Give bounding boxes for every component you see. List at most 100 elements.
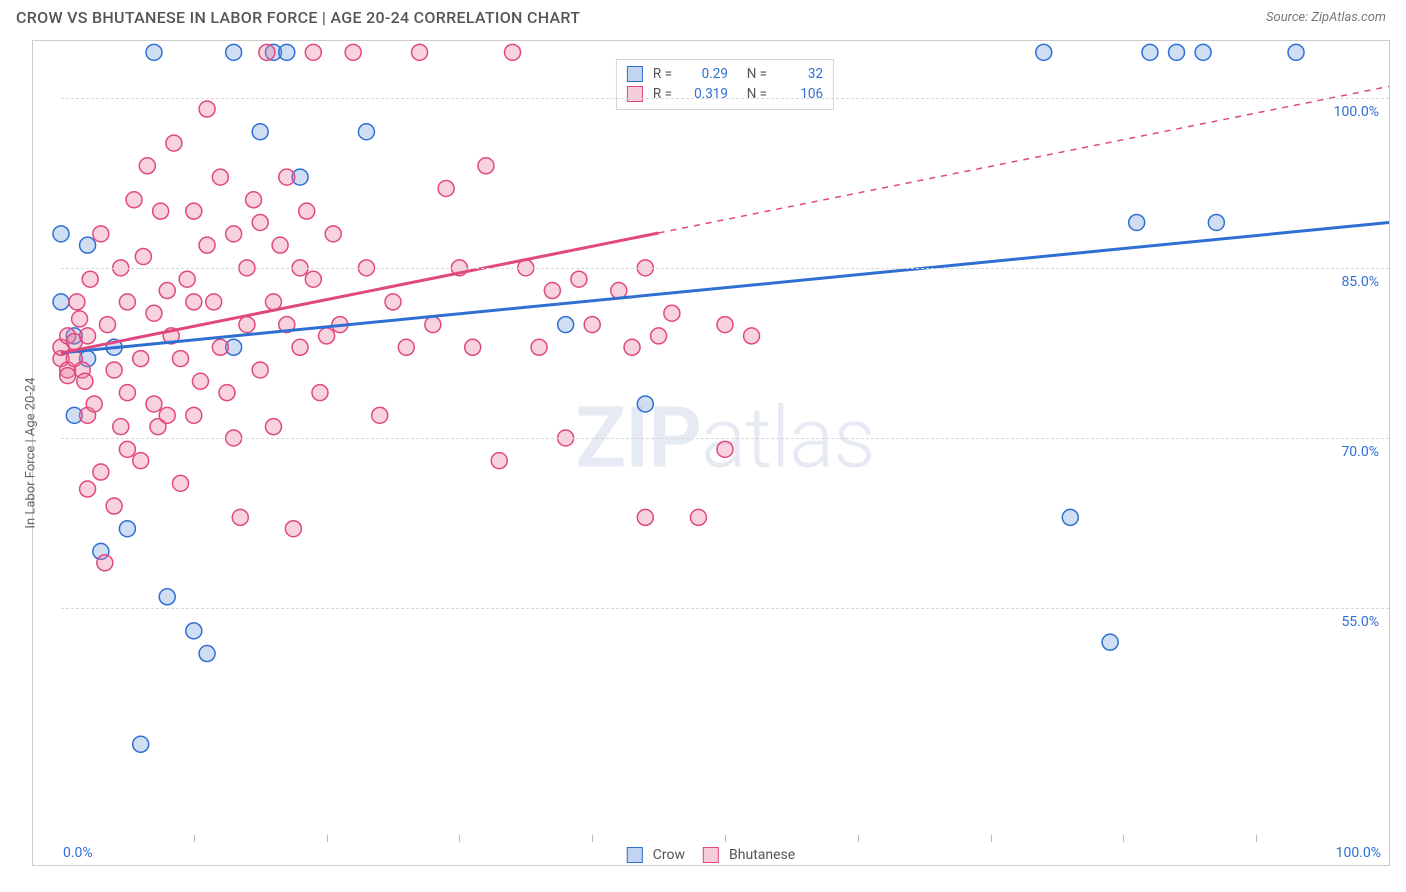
- x-tick: [459, 835, 460, 842]
- data-point: [139, 158, 155, 174]
- x-tick-label-min: 0.0%: [63, 845, 93, 861]
- legend-item-bhutanese: Bhutanese: [703, 847, 795, 863]
- data-point: [179, 271, 195, 287]
- data-point: [126, 192, 142, 208]
- data-point: [159, 589, 175, 605]
- legend-label-bhutanese: Bhutanese: [729, 847, 795, 863]
- data-point: [135, 249, 151, 265]
- data-point: [265, 294, 281, 310]
- data-point: [212, 169, 228, 185]
- data-point: [77, 373, 93, 389]
- swatch-crow-icon: [627, 66, 643, 82]
- data-point: [1129, 214, 1145, 230]
- data-point: [491, 453, 507, 469]
- data-point: [558, 317, 574, 333]
- data-point: [232, 509, 248, 525]
- gridline: [61, 608, 1389, 609]
- data-point: [1208, 214, 1224, 230]
- data-point: [299, 203, 315, 219]
- data-point: [717, 441, 733, 457]
- data-point: [1036, 44, 1052, 60]
- plot-area: ZIPatlas R = 0.29 N = 32 R = 0.319 N = 1…: [61, 41, 1389, 835]
- data-point: [173, 475, 189, 491]
- data-point: [1142, 44, 1158, 60]
- data-point: [1062, 509, 1078, 525]
- data-point: [113, 419, 129, 435]
- data-point: [106, 498, 122, 514]
- y-tick-label: 70.0%: [1341, 444, 1379, 460]
- data-point: [319, 328, 335, 344]
- gridline: [61, 98, 1389, 99]
- data-point: [153, 203, 169, 219]
- data-point: [186, 294, 202, 310]
- data-point: [53, 226, 69, 242]
- chart-container: In Labor Force | Age 20-24 ZIPatlas R = …: [32, 40, 1390, 866]
- data-point: [1195, 44, 1211, 60]
- data-point: [72, 311, 88, 327]
- data-point: [584, 317, 600, 333]
- x-tick: [991, 835, 992, 842]
- x-tick-label-max: 100.0%: [1336, 845, 1381, 861]
- data-point: [412, 44, 428, 60]
- data-point: [398, 339, 414, 355]
- data-point: [272, 237, 288, 253]
- n-value-bhutanese: 106: [773, 84, 823, 104]
- n-label: N =: [747, 84, 767, 104]
- data-point: [358, 124, 374, 140]
- data-point: [637, 509, 653, 525]
- data-point: [93, 226, 109, 242]
- source-label: Source: ZipAtlas.com: [1266, 10, 1386, 25]
- trend-line: [61, 233, 659, 353]
- data-point: [1169, 44, 1185, 60]
- data-point: [166, 135, 182, 151]
- data-point: [133, 736, 149, 752]
- r-label: R =: [653, 64, 672, 84]
- data-point: [651, 328, 667, 344]
- y-tick-label: 100.0%: [1334, 104, 1379, 120]
- data-point: [119, 385, 135, 401]
- data-point: [226, 226, 242, 242]
- data-point: [717, 317, 733, 333]
- r-label: R =: [653, 84, 672, 104]
- data-point: [312, 385, 328, 401]
- data-point: [544, 283, 560, 299]
- n-label: N =: [747, 64, 767, 84]
- x-tick: [858, 835, 859, 842]
- gridline: [61, 268, 1389, 269]
- data-point: [438, 180, 454, 196]
- data-point: [219, 385, 235, 401]
- data-point: [637, 396, 653, 412]
- data-point: [80, 328, 96, 344]
- data-point: [690, 509, 706, 525]
- data-point: [305, 271, 321, 287]
- data-point: [226, 44, 242, 60]
- stats-legend: R = 0.29 N = 32 R = 0.319 N = 106: [616, 59, 834, 110]
- data-point: [246, 192, 262, 208]
- data-point: [265, 419, 281, 435]
- data-point: [106, 362, 122, 378]
- data-point: [212, 339, 228, 355]
- data-point: [1288, 44, 1304, 60]
- data-point: [325, 226, 341, 242]
- data-point: [86, 396, 102, 412]
- trend-line: [61, 222, 1389, 352]
- n-value-crow: 32: [773, 64, 823, 84]
- data-point: [345, 44, 361, 60]
- data-point: [133, 351, 149, 367]
- swatch-bhutanese-icon: [703, 847, 719, 863]
- data-point: [159, 407, 175, 423]
- data-point: [465, 339, 481, 355]
- data-point: [385, 294, 401, 310]
- stats-row-crow: R = 0.29 N = 32: [627, 64, 823, 84]
- data-point: [60, 368, 76, 384]
- data-point: [173, 351, 189, 367]
- x-tick: [194, 835, 195, 842]
- data-point: [146, 396, 162, 412]
- y-tick-label: 55.0%: [1341, 614, 1379, 630]
- y-tick-label: 85.0%: [1341, 274, 1379, 290]
- data-point: [119, 441, 135, 457]
- data-point: [80, 481, 96, 497]
- swatch-bhutanese-icon: [627, 86, 643, 102]
- r-value-bhutanese: 0.319: [678, 84, 728, 104]
- x-tick: [1123, 835, 1124, 842]
